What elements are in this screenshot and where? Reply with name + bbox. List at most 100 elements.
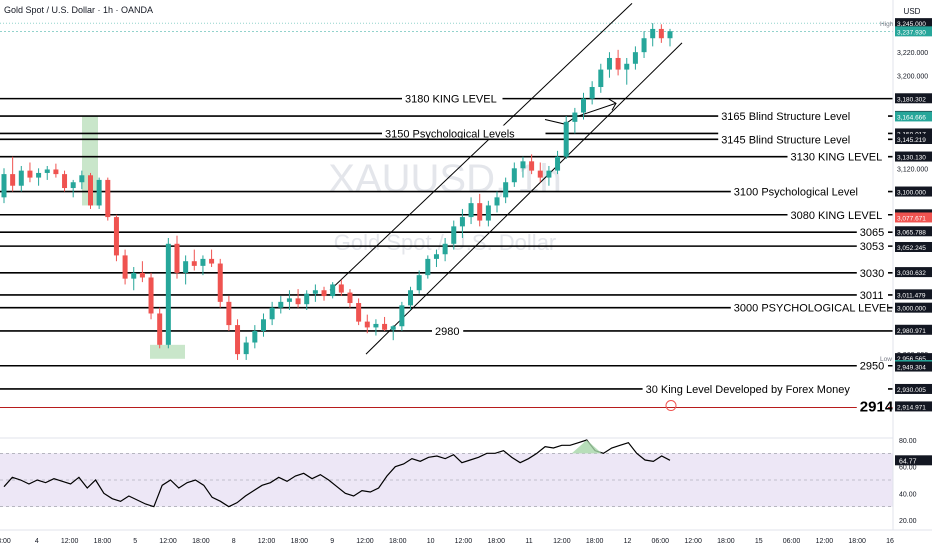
rsi-overbought-fill [571,440,602,454]
level-label-bg [856,357,888,372]
price-tag-value: 3,245.000 [897,21,926,28]
x-tick-label: 16 [886,538,894,545]
price-tag-value: 3,237.930 [897,29,926,36]
support-zone-box [150,344,185,359]
symbol-title: Gold Spot / U.S. Dollar · 1h · OANDA [4,5,154,15]
rsi-value-tag: 64.77 [899,458,917,465]
level-label-bg [787,148,888,163]
candle-body [330,284,336,297]
level-label-bg [718,131,888,146]
level-label-bg [730,299,888,314]
price-tag-value: 2,949.304 [897,365,926,372]
candle-body [235,325,241,355]
rsi-tick-label: 60.00 [899,465,917,472]
candle-body [451,226,457,244]
rsi-tick-label: 40.00 [899,491,917,498]
candle-body [174,243,180,273]
candle-body [53,169,59,175]
demand-zone-box [82,116,98,206]
x-tick-label: 3:00 [0,538,11,545]
price-tag-bg [895,361,932,372]
level-label: 30 King Level Developed by Forex Money [646,384,851,396]
price-tag-bg [895,111,932,122]
x-tick-label: 5 [133,538,137,545]
x-tick-label: 12:00 [61,538,79,545]
level-label-bg [432,322,464,337]
candle-body [373,323,379,328]
x-tick-label: 4 [35,538,39,545]
price-tag-value: 3,030.632 [897,270,926,277]
price-tag-bg [895,383,932,394]
price-tag-bg [895,134,932,145]
candle-body [615,57,621,70]
level-label: 3080 KING LEVEL [791,210,883,222]
price-tag-value: 2,980.971 [897,328,926,335]
candle-body [157,313,163,345]
candle-body [321,290,327,297]
candle-body [269,307,275,320]
candle-body [191,261,197,266]
candle-body [226,301,232,326]
candle-body [632,52,638,64]
level-label: 3065 [860,227,884,239]
level-label-bg [718,108,888,123]
candle-body [312,290,318,294]
x-tick-label: 12:00 [553,538,571,545]
candle-body [27,170,33,178]
candle-body [658,28,664,39]
price-tag-value: 3,065.788 [897,229,926,236]
y-tick-label: 3,200.000 [897,73,928,80]
candle-body [529,161,535,171]
level-label-bg [856,224,888,239]
price-tag-bg [895,324,932,335]
channel-lower-line [365,42,683,355]
x-tick-label: 18:00 [717,538,735,545]
price-tag-value: 3,100.000 [897,190,926,197]
price-tag-value: 3,145.219 [897,137,926,144]
x-tick-label: 12:00 [684,538,702,545]
candle-body [485,205,491,221]
candle-body [295,298,301,305]
level-label-bg [642,380,888,395]
candle-body [148,277,154,314]
x-tick-label: 15 [755,538,763,545]
candle-body [165,243,171,345]
candle-body [113,217,119,256]
candle-body [347,292,353,304]
price-tag-value: 3,052.245 [897,245,926,252]
candle-body [399,305,405,327]
candle-body [563,121,569,157]
candle-body [278,301,284,308]
candle-body [209,258,215,264]
price-tag-value: 3,164.666 [897,114,926,121]
rsi-line [3,439,671,508]
level-label-bg [730,183,888,198]
level-label: 2914 [860,399,894,416]
watermark-ticker: XAUUSD, 1h [328,157,561,201]
price-tag-bg [895,93,932,104]
price-tag-value: 3,011.479 [897,292,926,299]
level-label: 3000 PSYCHOLOGICAL LEVEL [734,303,893,315]
x-tick-label: 12:00 [159,538,177,545]
candle-body [581,98,587,113]
candle-body [468,203,474,218]
candle-body [96,179,102,206]
candle-body [606,57,612,70]
level-label-bg [856,238,888,253]
x-tick-label: 12:00 [816,538,834,545]
candle-body [364,321,370,328]
candle-body [624,63,630,70]
x-tick-label: 06:00 [652,538,670,545]
level-label-bg [787,206,888,221]
price-tag-bg [895,186,932,197]
level-label-bg [402,90,503,105]
candle-body [36,172,42,178]
candle-body [511,168,517,183]
price-tag-bg [895,302,932,313]
candle-body [243,342,249,355]
candle-body [44,169,50,173]
projection-arrow [544,102,617,125]
channel-upper-line [329,3,633,291]
projection-arrow-head [607,98,617,111]
